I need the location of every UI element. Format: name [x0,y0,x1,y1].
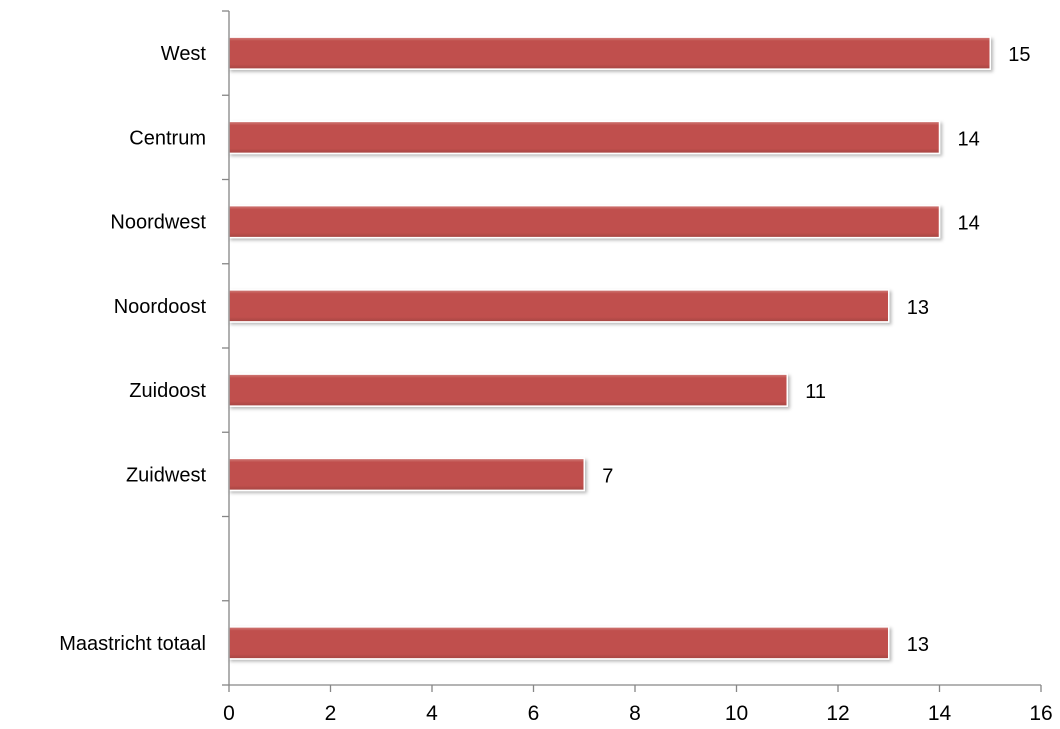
x-tick-label: 4 [426,702,438,725]
x-tick-label: 8 [629,702,641,725]
bar-noordoost [228,289,890,323]
x-tick-label: 14 [928,702,952,725]
bars-layer [228,36,991,660]
bar-west [228,36,991,70]
labels-layer: 0 2 4 6 8 10 12 14 16 West 15 Centrum 14 Noordwest 14 N… [59,43,1052,725]
x-tick-label: 0 [223,702,235,725]
bar-centrum [228,120,941,155]
x-tick-label: 12 [826,702,849,725]
bar-zuidwest [228,457,585,492]
category-label-zuidoost: Zuidoost [129,380,206,402]
axes [222,10,1042,692]
category-label-maastricht-totaal: Maastricht totaal [59,633,206,655]
data-label-centrum: 14 [958,128,980,150]
bar-maastricht-totaal [228,626,890,660]
data-label-noordoost: 13 [907,297,929,319]
x-tick-label: 6 [528,702,540,725]
category-label-noordwest: Noordwest [110,212,206,234]
x-tick-label: 2 [325,702,337,725]
category-label-west: West [161,43,207,65]
category-label-noordoost: Noordoost [114,296,207,318]
x-tick-label: 16 [1029,702,1052,725]
data-label-zuidwest: 7 [602,465,613,487]
category-label-centrum: Centrum [129,127,206,149]
data-label-zuidoost: 11 [805,381,826,403]
data-label-west: 15 [1008,44,1030,66]
data-label-noordwest: 14 [958,213,980,235]
bar-zuidoost [228,373,788,407]
data-label-maastricht-totaal: 13 [907,634,929,656]
x-tick-label: 10 [725,702,748,725]
bar-noordwest [228,204,941,239]
category-label-zuidwest: Zuidwest [126,464,206,486]
